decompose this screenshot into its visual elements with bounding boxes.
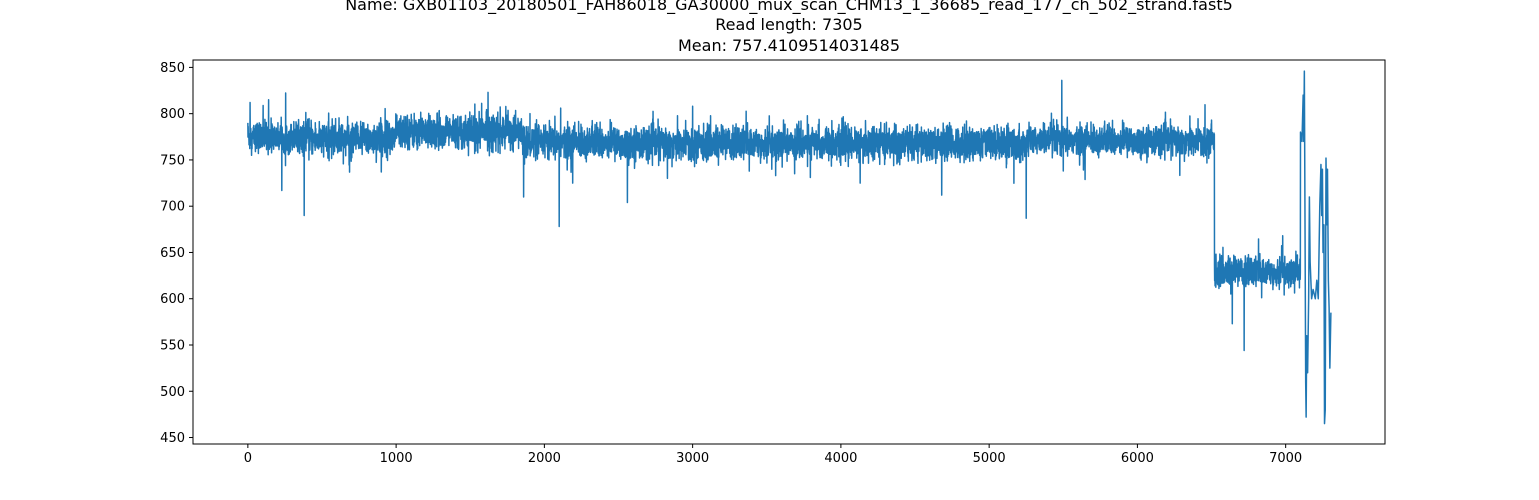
x-tick-label: 1000 bbox=[380, 451, 413, 466]
y-tick-label: 850 bbox=[160, 61, 185, 76]
signal-line bbox=[247, 70, 1332, 425]
x-tick-label: 6000 bbox=[1121, 451, 1154, 466]
series-layer bbox=[247, 70, 1332, 425]
y-axis: 450 500 550 600 650 700 750 800 850 bbox=[160, 61, 193, 446]
y-tick-label: 450 bbox=[160, 431, 185, 446]
y-tick-label: 550 bbox=[160, 338, 185, 353]
y-tick-label: 700 bbox=[160, 200, 185, 215]
x-axis: 0 1000 2000 3000 4000 5000 6000 7000 bbox=[244, 444, 1302, 466]
plot-area bbox=[193, 60, 1385, 444]
chart-title-line-3: Mean: 757.4109514031485 bbox=[678, 36, 900, 55]
chart-title-line-2: Read length: 7305 bbox=[715, 15, 862, 34]
x-tick-label: 4000 bbox=[824, 451, 857, 466]
y-tick-label: 750 bbox=[160, 153, 185, 168]
x-tick-label: 2000 bbox=[528, 451, 561, 466]
chart-title-line-1: Name: GXB01103_20180501_FAH86018_GA30000… bbox=[345, 0, 1233, 15]
x-tick-label: 5000 bbox=[973, 451, 1006, 466]
x-tick-label: 3000 bbox=[676, 451, 709, 466]
y-tick-label: 650 bbox=[160, 246, 185, 261]
x-tick-label: 0 bbox=[244, 451, 252, 466]
y-tick-label: 500 bbox=[160, 385, 185, 400]
y-tick-label: 600 bbox=[160, 292, 185, 307]
y-tick-label: 800 bbox=[160, 107, 185, 122]
x-tick-label: 7000 bbox=[1269, 451, 1302, 466]
